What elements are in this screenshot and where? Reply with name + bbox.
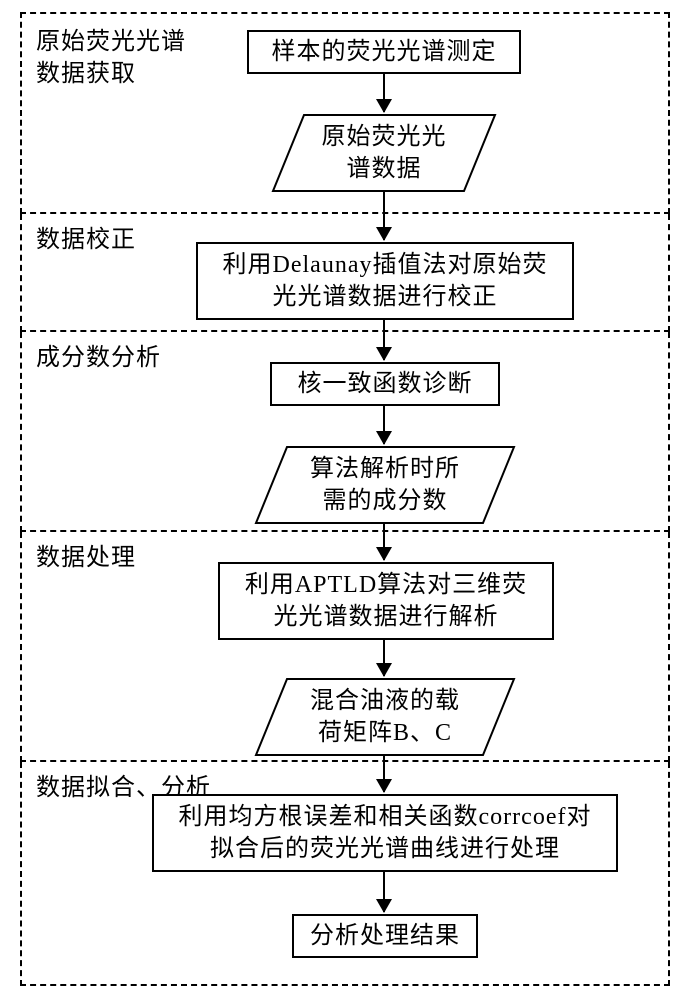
box-aptld: 利用APTLD算法对三维荧光光谱数据进行解析 (218, 562, 554, 640)
para-components: 算法解析时所需的成分数 (255, 446, 515, 524)
arrow-1 (383, 74, 385, 112)
section-label-correct: 数据校正 (36, 224, 136, 256)
box-result-text: 分析处理结果 (310, 920, 460, 952)
para-raw-data-text: 原始荧光光谱数据 (294, 121, 475, 186)
arrow-4 (383, 406, 385, 444)
arrow-8 (383, 872, 385, 912)
box-delaunay: 利用Delaunay插值法对原始荧光光谱数据进行校正 (196, 242, 574, 320)
para-matrix-text: 混合油液的载荷矩阵B、C (282, 685, 488, 750)
para-raw-data: 原始荧光光谱数据 (272, 114, 496, 192)
box-rmse: 利用均方根误差和相关函数corrcoef对拟合后的荧光光谱曲线进行处理 (152, 794, 618, 872)
section-label-components: 成分数分析 (36, 342, 161, 374)
box-kernel: 核一致函数诊断 (270, 362, 500, 406)
box-sample-measure: 样本的荧光光谱测定 (247, 30, 521, 74)
box-result: 分析处理结果 (292, 914, 478, 958)
box-rmse-text: 利用均方根误差和相关函数corrcoef对拟合后的荧光光谱曲线进行处理 (179, 801, 592, 866)
box-delaunay-text: 利用Delaunay插值法对原始荧光光谱数据进行校正 (223, 249, 548, 314)
para-matrix: 混合油液的载荷矩阵B、C (255, 678, 515, 756)
box-aptld-text: 利用APTLD算法对三维荧光光谱数据进行解析 (245, 569, 527, 634)
section-label-acquire: 原始荧光光谱数据获取 (36, 26, 186, 91)
box-sample-measure-text: 样本的荧光光谱测定 (272, 36, 497, 68)
para-components-text: 算法解析时所需的成分数 (282, 453, 488, 518)
arrow-6 (383, 640, 385, 676)
box-kernel-text: 核一致函数诊断 (298, 368, 473, 400)
section-label-process: 数据处理 (36, 542, 136, 574)
flowchart-canvas: 原始荧光光谱数据获取 样本的荧光光谱测定 原始荧光光谱数据 数据校正 利用Del… (0, 0, 692, 1000)
